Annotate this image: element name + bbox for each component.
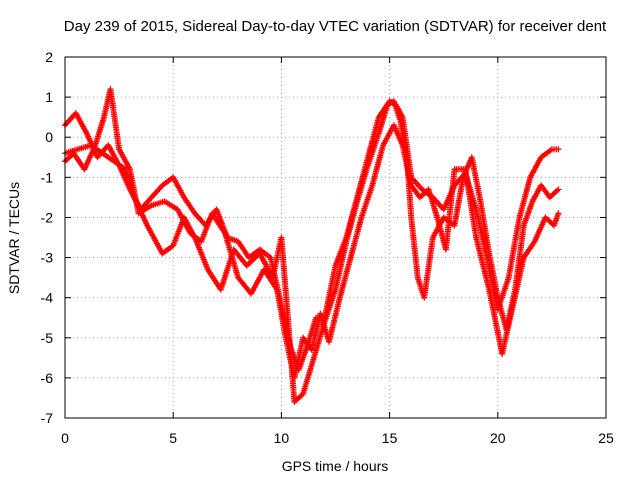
trace-marker xyxy=(375,131,382,138)
trace-marker xyxy=(396,116,403,123)
y-tick-label: -5 xyxy=(41,330,54,346)
trace-marker xyxy=(526,176,533,183)
trace-marker xyxy=(520,224,527,231)
trace-marker xyxy=(115,144,122,151)
trace-marker xyxy=(336,296,343,303)
trace-marker xyxy=(331,288,338,295)
trace-marker xyxy=(429,236,436,243)
data-series xyxy=(62,86,562,405)
trace-marker xyxy=(459,176,466,183)
trace-marker xyxy=(100,115,107,122)
trace-marker xyxy=(494,292,501,299)
y-tick-label: -6 xyxy=(41,370,54,386)
y-tick-label: -3 xyxy=(41,250,54,266)
chart-title: Day 239 of 2015, Sidereal Day-to-day VTE… xyxy=(64,18,607,35)
trace-marker xyxy=(221,228,228,235)
trace-marker xyxy=(357,216,364,223)
trace-marker xyxy=(82,128,89,135)
trace-marker xyxy=(530,240,537,247)
trace-marker xyxy=(342,240,349,247)
trace-marker xyxy=(505,276,512,283)
trace-marker xyxy=(528,200,535,207)
trace-marker xyxy=(147,195,154,202)
trace-marker xyxy=(414,272,421,279)
trace-marker xyxy=(353,200,360,207)
trace-marker xyxy=(485,284,492,291)
y-tick-label: 1 xyxy=(45,89,53,105)
trace-marker xyxy=(368,184,375,191)
trace-marker xyxy=(190,208,197,215)
y-tick-label: -4 xyxy=(41,290,54,306)
trace-marker xyxy=(91,143,98,150)
trace-marker xyxy=(433,212,440,219)
trace-marker xyxy=(485,248,492,255)
y-axis-label: SDTVAR / TECUs xyxy=(6,182,22,294)
x-tick-label: 0 xyxy=(61,430,69,446)
axis-ticks: 0 5 10 15 20 25 -7 -6 -5 -4 -3 -2 -1 0 1 2 xyxy=(41,49,614,446)
trace-marker xyxy=(509,304,516,311)
y-tick-label: -1 xyxy=(41,169,54,185)
trace-marker xyxy=(282,332,289,339)
x-tick-label: 25 xyxy=(598,430,614,446)
trace-marker xyxy=(520,256,527,263)
trace-marker xyxy=(180,192,187,199)
trace-marker xyxy=(273,285,280,292)
y-tick-label: 0 xyxy=(45,129,53,145)
trace-marker xyxy=(407,180,414,187)
trace-marker xyxy=(146,203,153,210)
series-sat-b xyxy=(62,98,562,405)
trace-marker xyxy=(73,146,80,153)
plot-frame xyxy=(64,56,607,419)
trace-marker xyxy=(347,256,354,263)
trace-marker xyxy=(553,187,560,194)
trace-marker xyxy=(516,216,523,223)
x-tick-label: 20 xyxy=(490,430,506,446)
trace-marker xyxy=(204,264,211,271)
trace-marker xyxy=(126,164,133,171)
trace-marker xyxy=(143,220,150,227)
x-axis-label: GPS time / hours xyxy=(282,458,389,474)
trace-marker xyxy=(103,153,110,160)
trace-marker xyxy=(364,164,371,171)
y-tick-label: -7 xyxy=(41,410,54,426)
trace-marker xyxy=(554,212,561,219)
trace-marker xyxy=(472,232,479,239)
trace-marker xyxy=(310,356,317,363)
x-tick-label: 15 xyxy=(382,430,398,446)
grid-lines xyxy=(65,57,606,418)
trace-marker xyxy=(379,143,386,150)
trace-marker xyxy=(477,196,484,203)
trace-marker xyxy=(332,264,339,271)
trace-marker xyxy=(158,183,165,190)
trace-marker xyxy=(298,392,305,399)
y-tick-label: 2 xyxy=(45,49,53,65)
series-sat-c xyxy=(62,86,562,381)
trace-marker xyxy=(553,146,560,153)
y-tick-label: -2 xyxy=(41,209,54,225)
trace-marker xyxy=(398,140,405,147)
trace-marker xyxy=(234,272,241,279)
x-tick-label: 10 xyxy=(274,430,290,446)
x-tick-label: 5 xyxy=(169,430,177,446)
trace-marker xyxy=(547,147,554,154)
